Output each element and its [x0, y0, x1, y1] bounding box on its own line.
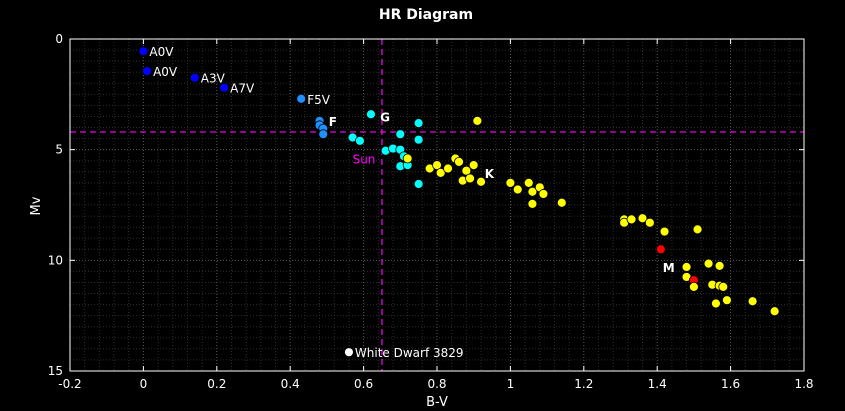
star-point	[714, 260, 725, 271]
star-point	[681, 262, 692, 272]
star-point	[355, 135, 365, 146]
star-point	[689, 281, 699, 292]
star-label: White Dwarf 3829	[355, 346, 464, 360]
data-points: A0V A0V A3V A7V F5V White Dwarf 3829	[138, 45, 780, 360]
x-axis-label: B-V	[426, 395, 448, 410]
star-point	[538, 189, 549, 199]
y-tick-label: 5	[55, 143, 63, 157]
star-point	[413, 179, 424, 189]
star-label: A7V	[230, 82, 255, 96]
star-point	[626, 214, 637, 225]
star-point	[344, 347, 354, 358]
x-tick-label: 1.4	[648, 377, 667, 391]
star-point	[659, 226, 670, 237]
y-tick-label: 15	[48, 364, 63, 378]
star-point	[769, 306, 780, 317]
star-label: A0V	[153, 65, 178, 79]
star-point	[692, 224, 703, 235]
star-point	[523, 177, 534, 188]
x-tick-label: 1.6	[721, 377, 740, 391]
annotation-label: Sun	[353, 153, 376, 167]
star-point	[443, 163, 453, 174]
star-label: A3V	[201, 72, 226, 86]
chart-title: HR Diagram	[379, 7, 473, 23]
star-point	[644, 217, 655, 228]
x-tick-label: 0.4	[281, 377, 300, 391]
star-point	[219, 82, 230, 93]
x-tick-label: 0.8	[427, 377, 446, 391]
axis-ticks: -0.2 0 0.2 0.4 0.6 0.8 1 1.2 1.4 1.6 1.8 0 5 10 15	[48, 32, 814, 391]
annotation-label: G	[380, 111, 390, 125]
star-point	[296, 93, 307, 104]
y-tick-label: 10	[48, 253, 63, 267]
y-tick-label: 0	[55, 32, 63, 46]
star-point	[505, 177, 516, 188]
star-point	[476, 176, 486, 187]
star-point	[138, 46, 149, 57]
star-point	[468, 160, 479, 171]
star-point	[472, 115, 483, 126]
reference-lines	[70, 39, 804, 371]
star-point	[413, 118, 424, 129]
grid	[69, 38, 805, 372]
star-point	[711, 298, 721, 309]
x-tick-label: 0	[140, 377, 148, 391]
annotation-label: K	[485, 167, 495, 181]
star-point	[718, 281, 729, 292]
star-point	[189, 72, 200, 83]
star-point	[318, 129, 329, 140]
star-point	[366, 109, 376, 120]
star-label: A0V	[149, 45, 174, 59]
annotations: F G K M Sun	[329, 111, 675, 276]
x-tick-label: 1	[507, 377, 515, 391]
star-point	[722, 295, 732, 306]
star-point	[435, 168, 446, 178]
star-point	[747, 296, 758, 307]
star-point	[527, 186, 538, 197]
star-point	[527, 198, 538, 209]
star-point	[454, 156, 464, 167]
star-point	[512, 184, 523, 195]
star-point	[465, 173, 475, 184]
x-tick-label: 0.2	[207, 377, 226, 391]
star-label: F5V	[307, 93, 331, 107]
annotation-label: M	[663, 261, 675, 275]
star-point	[556, 197, 567, 208]
x-tick-label: 1.8	[794, 377, 813, 391]
x-tick-label: 0.6	[354, 377, 373, 391]
x-tick-label: -0.2	[58, 377, 81, 391]
star-point	[402, 153, 413, 164]
star-point	[703, 258, 714, 269]
star-point	[655, 244, 666, 255]
x-tick-label: 1.2	[574, 377, 593, 391]
annotation-label: F	[329, 115, 337, 129]
star-point	[637, 213, 648, 224]
y-axis-label: Mv	[29, 196, 44, 215]
star-point	[395, 129, 406, 140]
star-point	[413, 134, 424, 145]
star-point	[142, 66, 152, 76]
